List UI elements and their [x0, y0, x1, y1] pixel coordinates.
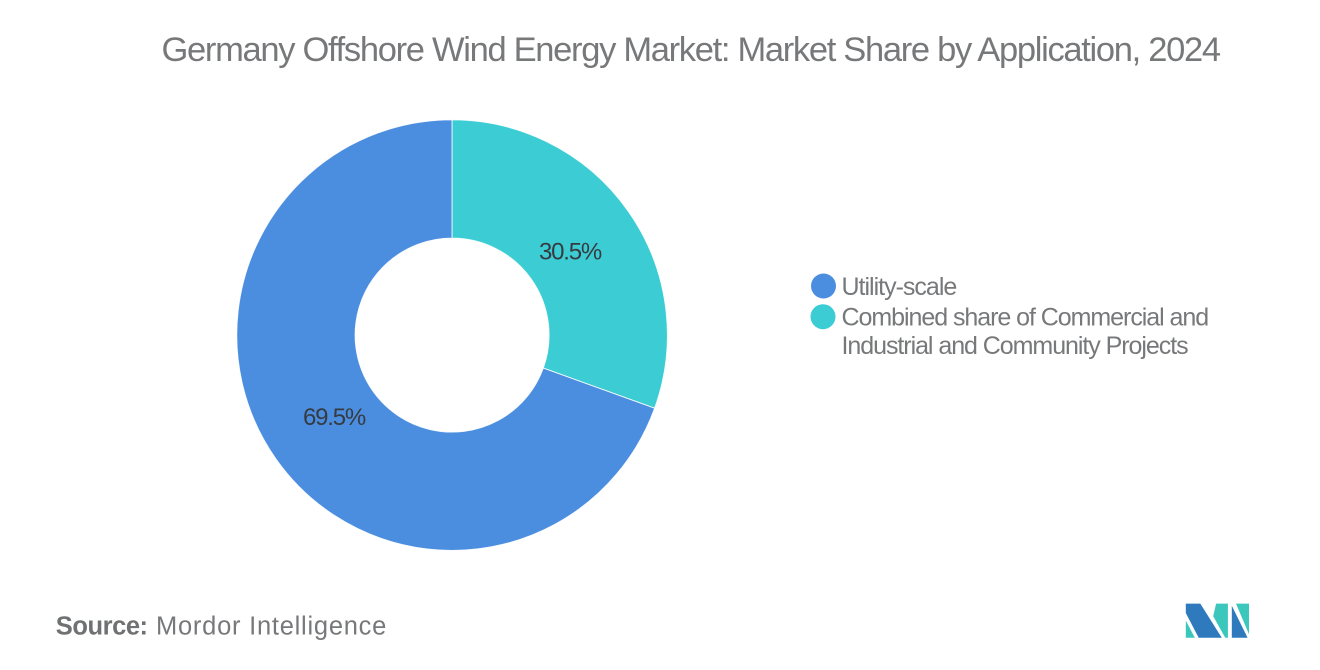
svg-text:30.5%: 30.5% — [539, 239, 602, 266]
svg-text:Utility-scale: Utility-scale — [842, 273, 957, 301]
svg-text:Germany Offshore Wind Energy M: Germany Offshore Wind Energy Market: Mar… — [162, 31, 1221, 69]
svg-text:Combined share of Commercial a: Combined share of Commercial and — [842, 304, 1209, 332]
svg-text:69.5%: 69.5% — [303, 404, 366, 431]
svg-text:Mordor Intelligence: Mordor Intelligence — [156, 612, 387, 640]
svg-text:Industrial and Community Proje: Industrial and Community Projects — [842, 332, 1189, 360]
svg-text:Source:: Source: — [56, 612, 148, 640]
